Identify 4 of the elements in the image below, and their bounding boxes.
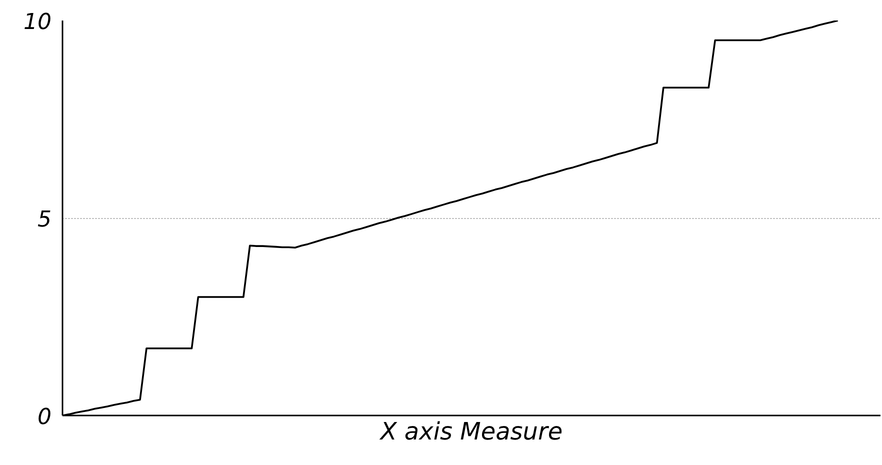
y-tick-label: 5 [38, 208, 52, 232]
x-axis-title: X axis Measure [378, 418, 563, 446]
y-tick-label: 10 [24, 10, 52, 35]
y-tick-label: 0 [38, 405, 52, 430]
